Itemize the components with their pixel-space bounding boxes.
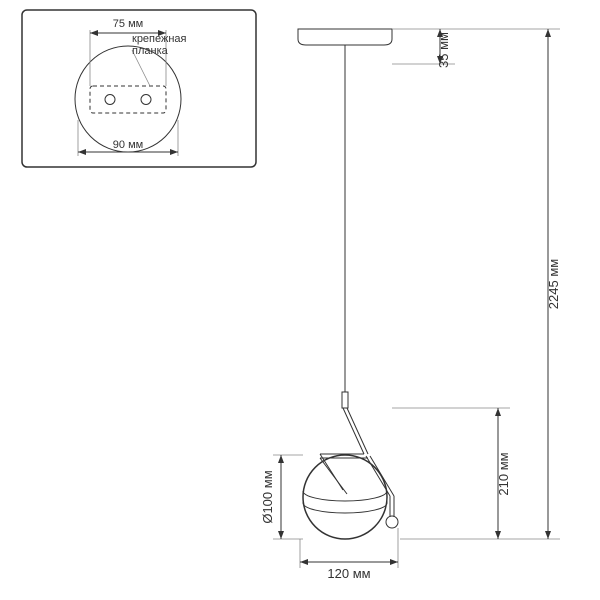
dim-base-width: 120 мм (300, 528, 398, 581)
dim-fixture-height: 210 мм (495, 408, 511, 539)
label-bracket-name-group: крепежнаяпланка (132, 33, 187, 86)
arm-knob (386, 516, 398, 528)
dim-canopy-height: 35 мм (436, 29, 451, 68)
label-bracket-width: 75 мм (113, 18, 143, 30)
dim-sphere-diameter: Ø100 мм (260, 455, 303, 539)
label-base-width: 120 мм (327, 566, 370, 581)
label-total-height: 2245 мм (546, 259, 561, 309)
label-circle-diameter: 90 мм (113, 139, 143, 151)
cable-connector (342, 392, 348, 408)
label-sphere-diameter: Ø100 мм (260, 470, 275, 523)
mounting-bracket (90, 86, 166, 113)
dim-circle-diameter: 90 мм (78, 120, 178, 156)
canopy-top-view (75, 46, 181, 152)
label-fixture-height: 210 мм (496, 452, 511, 495)
label-bracket-name: крепежнаяпланка (132, 33, 187, 57)
dim-total-height: 2245 мм (545, 29, 561, 539)
technical-diagram: 75 мм крепежнаяпланка 90 мм (0, 0, 600, 600)
main-side-view: 35 мм 2245 мм 210 мм Ø100 мм (260, 29, 561, 581)
ceiling-canopy (298, 29, 392, 45)
label-canopy-height: 35 мм (436, 32, 451, 68)
lamp-sphere (303, 455, 387, 539)
inset-box: 75 мм крепежнаяпланка 90 мм (22, 10, 256, 167)
bent-arm (320, 408, 368, 494)
